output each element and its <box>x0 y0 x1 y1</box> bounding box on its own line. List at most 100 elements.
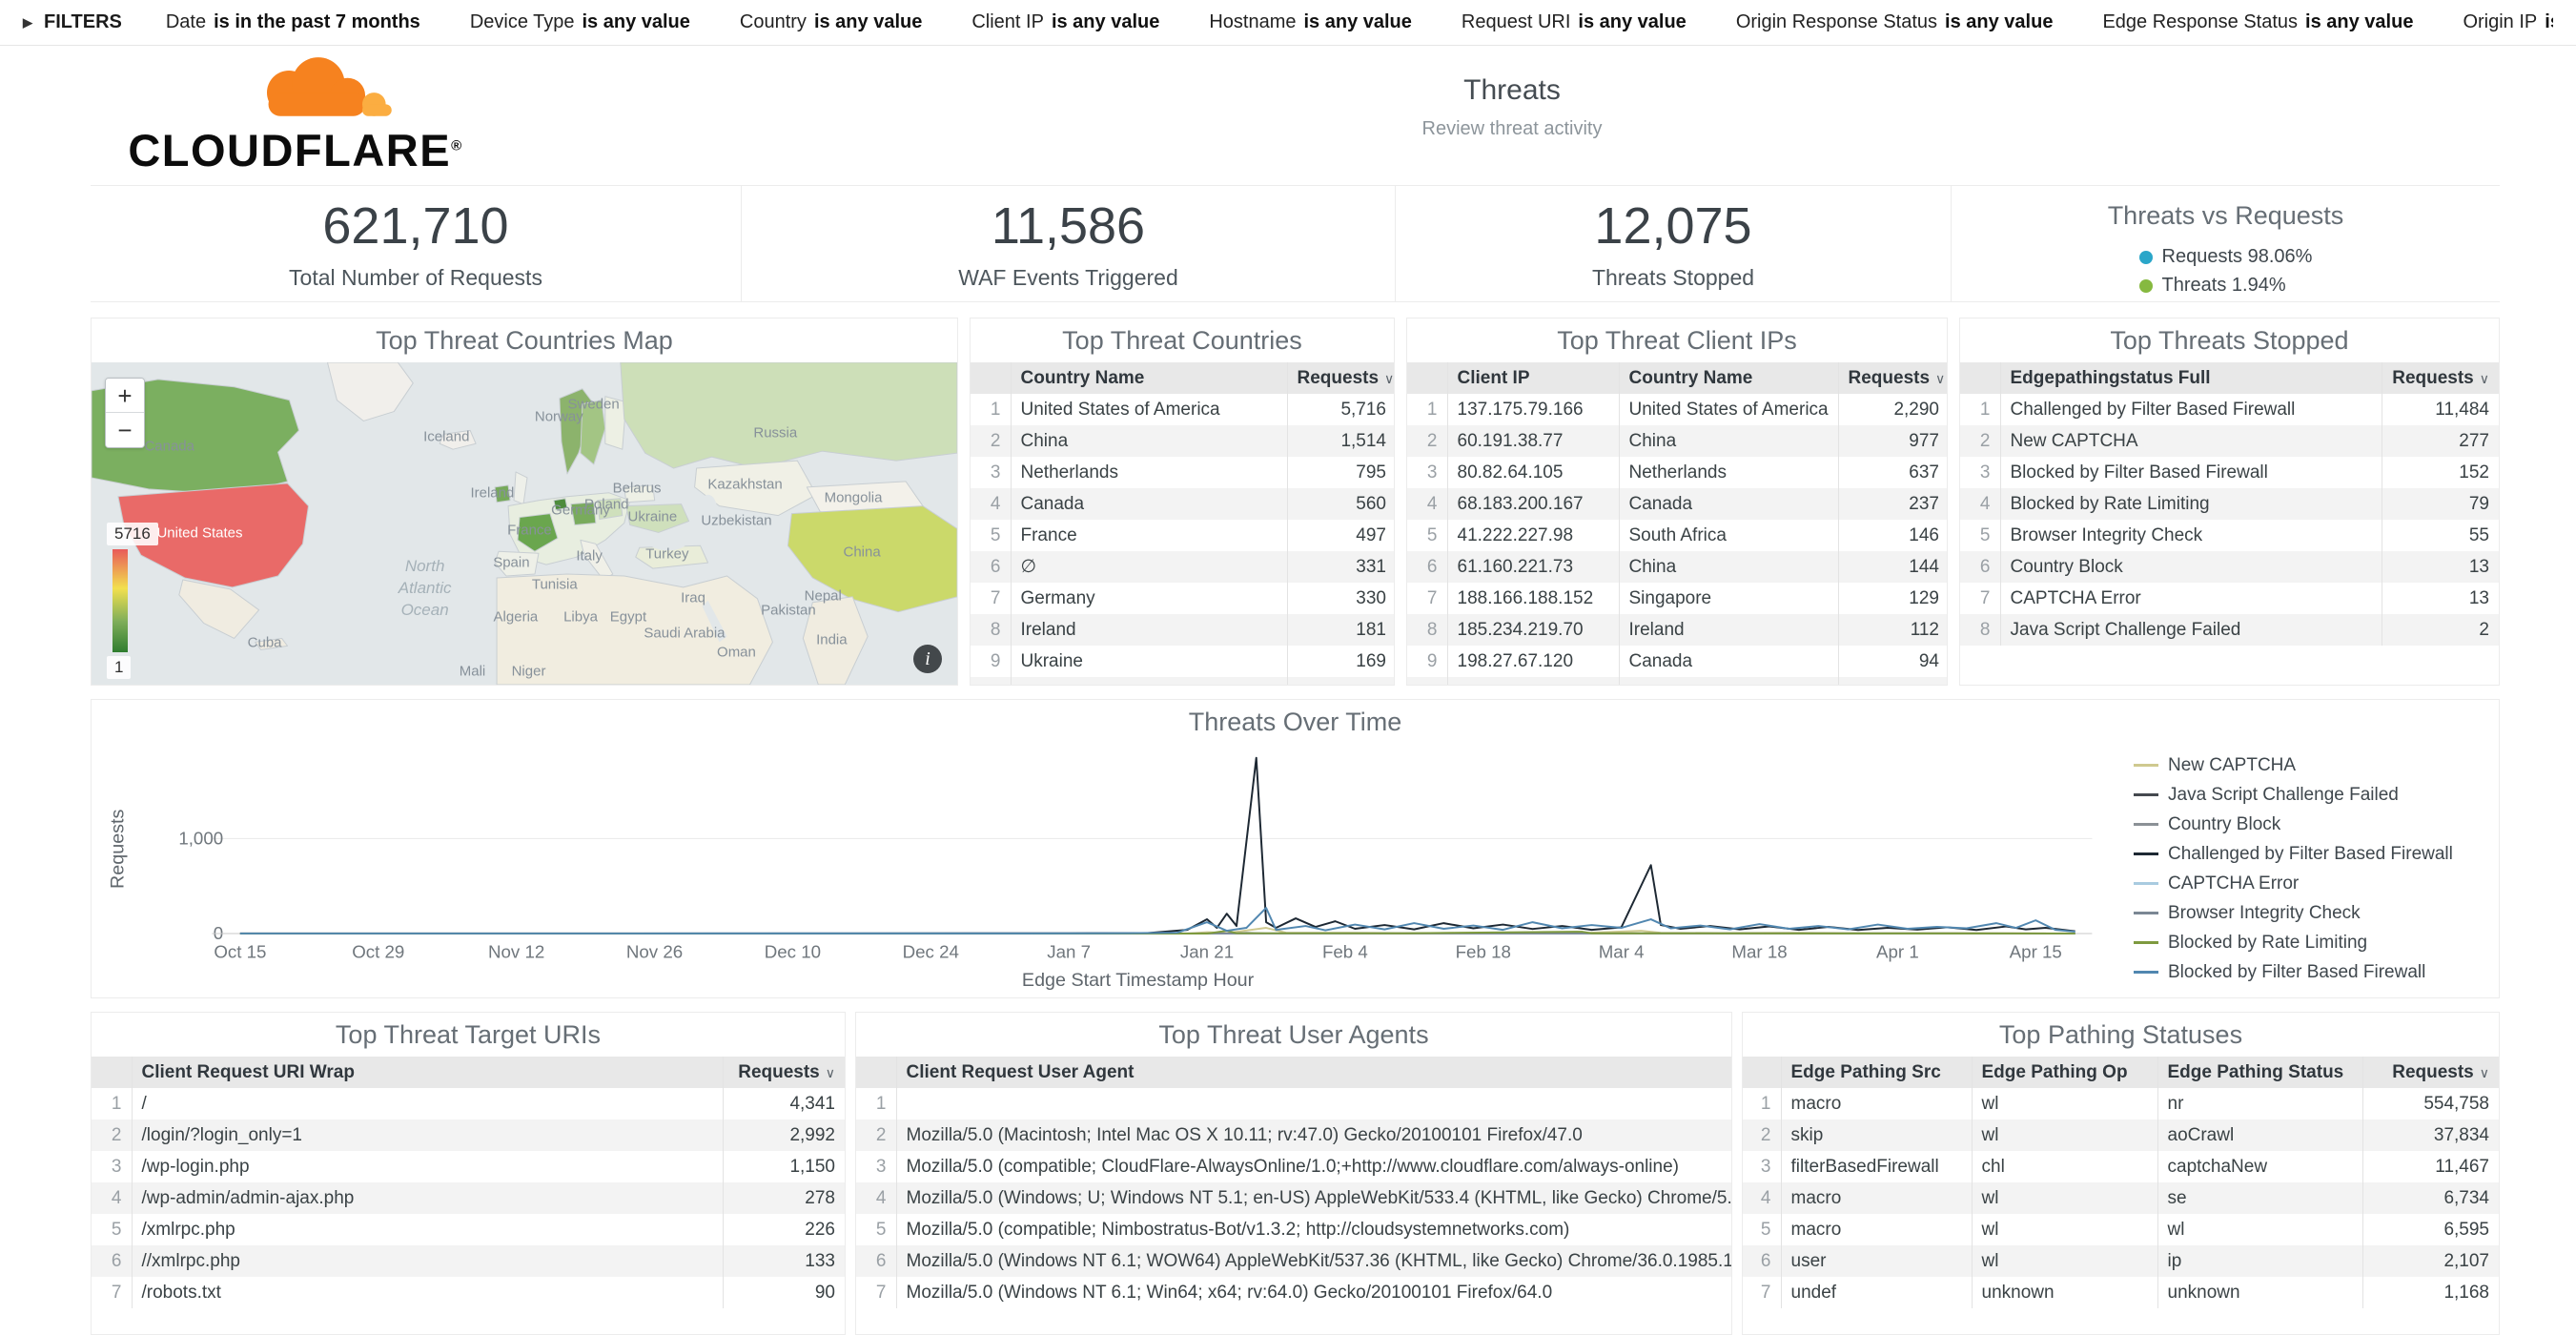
row-number: 1 <box>1979 399 1991 420</box>
table-row[interactable]: 7/robots.txt 90 <box>92 1277 845 1308</box>
column-header[interactable]: Edge Pathing Src <box>1780 1057 1972 1088</box>
table-row[interactable]: 2 skip wl aoCrawl 37,834 <box>1743 1119 2499 1151</box>
table-row[interactable]: 5/xmlrpc.php 226 <box>92 1214 845 1245</box>
table-row[interactable]: 2 60.191.38.77 China 977 <box>1407 425 1947 457</box>
table-row[interactable]: 6 //xmlrpc.php 133 <box>92 1245 845 1277</box>
table-row[interactable]: 6 ∅ 331 <box>971 551 1394 583</box>
column-header[interactable]: Edgepathingstatus Full <box>1999 362 2382 394</box>
table-row[interactable]: 3 Blocked by Filter Based Firewall 152 <box>1960 457 2499 488</box>
kpi-label: Threats Stopped <box>1591 265 1755 290</box>
legend-item[interactable]: Challenged by Filter Based Firewall <box>2134 844 2491 865</box>
table-row[interactable]: 5 41.222.227.98 South Africa 146 <box>1407 520 1947 551</box>
cell: 158 <box>1286 677 1394 685</box>
table-row[interactable]: 7 CAPTCHA Error 13 <box>1960 583 2499 614</box>
table-row[interactable]: 4 Canada 560 <box>971 488 1394 520</box>
table-row[interactable]: 7 Mozilla/5.0 (Windows NT 6.1; Win64; x64… <box>856 1277 1731 1308</box>
table-row[interactable]: 4 68.183.200.167 Canada 237 <box>1407 488 1947 520</box>
legend-item[interactable]: New CAPTCHA <box>2134 755 2491 776</box>
column-header[interactable]: Requests ∨ <box>2361 1057 2499 1088</box>
filter-chip[interactable]: Origin IP is any value <box>2463 11 2553 33</box>
table-row[interactable]: 6 user wl ip 2,107 <box>1743 1245 2499 1277</box>
column-header[interactable]: Requests ∨ <box>2381 362 2499 394</box>
table-row[interactable]: 5 Browser Integrity Check 55 <box>1960 520 2499 551</box>
column-header[interactable]: Edge Pathing Op <box>1971 1057 2157 1088</box>
table-row[interactable]: 9 198.27.67.120 Canada 94 <box>1407 646 1947 677</box>
table-row[interactable]: 5 France 497 <box>971 520 1394 551</box>
filter-chip[interactable]: Request URI is any value <box>1462 11 1687 33</box>
table-row[interactable]: 1 Challenged by Filter Based Firewall 11,4… <box>1960 394 2499 425</box>
cell: /login/?login_only=1 <box>131 1119 723 1151</box>
table-row[interactable]: 3 Netherlands 795 <box>971 457 1394 488</box>
zoom-out-button[interactable]: − <box>106 413 144 447</box>
legend-item[interactable]: Java Script Challenge Failed <box>2134 785 2491 806</box>
table-row[interactable]: 4 macro wl se 6,734 <box>1743 1182 2499 1214</box>
table-row[interactable]: 1061.160.247.137China88 <box>1407 677 1947 685</box>
table-row[interactable]: 1 United States of America 5,716 <box>971 394 1394 425</box>
table-row[interactable]: 2 China 1,514 <box>971 425 1394 457</box>
table-row[interactable]: 4 Blocked by Rate Limiting 79 <box>1960 488 2499 520</box>
column-header[interactable]: Country Name <box>1618 362 1838 394</box>
filter-chip[interactable]: Edge Response Status is any value <box>2102 11 2413 33</box>
legend-item[interactable]: Threats 1.94% <box>2138 275 2286 297</box>
column-header[interactable]: Requests ∨ <box>1837 362 1947 394</box>
filter-chip[interactable]: Device Type is any value <box>470 11 690 33</box>
column-header[interactable]: Client IP <box>1446 362 1619 394</box>
tile-title: Threats Over Time <box>1188 708 1402 736</box>
filter-chip[interactable]: Hostname is any value <box>1209 11 1412 33</box>
filter-chip[interactable]: Country is any value <box>740 11 922 33</box>
table-row[interactable]: 1 /4,341 <box>92 1088 845 1119</box>
table-row[interactable]: 8 Ireland 181 <box>971 614 1394 646</box>
table-row[interactable]: 6 Mozilla/5.0 (Windows NT 6.1; WOW64) App… <box>856 1245 1731 1277</box>
map-attribution-button[interactable]: i <box>913 645 942 673</box>
threats-over-time-svg[interactable]: 0 1,000 Oct 15 Oct 29 Nov 12 Nov 26 Dec 10 Dec … <box>99 744 2120 994</box>
filter-chip[interactable]: Date is in the past 7 months <box>166 11 420 33</box>
table-row[interactable]: 5 macro wl wl 6,595 <box>1743 1214 2499 1245</box>
table-row[interactable]: 6 Country Block 13 <box>1960 551 2499 583</box>
legend-item[interactable]: Blocked by Rate Limiting <box>2134 933 2491 954</box>
column-header[interactable]: Requests ∨ <box>722 1057 845 1088</box>
legend-item[interactable]: Blocked by Filter Based Firewall <box>2134 962 2491 983</box>
legend-item[interactable]: Browser Integrity Check <box>2134 903 2491 924</box>
table-row[interactable]: 4/wp-admin/admin-ajax.php 278 <box>92 1182 845 1214</box>
world-map[interactable]: Canada United States Cuba Iceland Ireland Nor… <box>92 362 957 685</box>
filter-chip[interactable]: Client IP is any value <box>971 11 1159 33</box>
table-row[interactable]: 10Singapore158 <box>971 677 1394 685</box>
table-row[interactable]: 2 New CAPTCHA 277 <box>1960 425 2499 457</box>
table-row[interactable]: 7 188.166.188.152 Singapore 129 <box>1407 583 1947 614</box>
cloudflare-wordmark: CLOUDFLARE® <box>128 125 463 175</box>
column-header[interactable]: Client Request URI Wrap <box>131 1057 723 1088</box>
filter-chip[interactable]: Origin Response Status is any value <box>1736 11 2054 33</box>
cell: United States of America <box>1010 394 1287 425</box>
table-row[interactable]: 4 Mozilla/5.0 (Windows; U; Windows NT 5.1… <box>856 1182 1731 1214</box>
table-row[interactable]: 7 undef unknown unknown 1,168 <box>1743 1277 2499 1308</box>
table-row[interactable]: 2 Mozilla/5.0 (Macintosh; Intel Mac OS X … <box>856 1119 1731 1151</box>
legend-item[interactable]: CAPTCHA Error <box>2134 873 2491 894</box>
table-row[interactable]: 1 <box>856 1088 1731 1119</box>
column-header[interactable]: Requests ∨ <box>1286 362 1394 394</box>
table-row[interactable]: 3 filterBasedFirewall chl captchaNew 11,467 <box>1743 1151 2499 1182</box>
row-number: 7 <box>1760 1282 1771 1303</box>
cell: Country Block <box>1999 551 2382 583</box>
column-header[interactable]: Edge Pathing Status <box>2157 1057 2362 1088</box>
table-row[interactable]: 7 Germany 330 <box>971 583 1394 614</box>
zoom-in-button[interactable]: + <box>106 379 144 413</box>
legend-item[interactable]: Requests 98.06% <box>2138 246 2312 268</box>
table-row[interactable]: 1 macro wl nr 554,758 <box>1743 1088 2499 1119</box>
table-row[interactable]: 8 185.234.219.70 Ireland 112 <box>1407 614 1947 646</box>
table-row[interactable]: 3/wp-login.php 1,150 <box>92 1151 845 1182</box>
row-number: 2 <box>990 430 1001 451</box>
filters-toggle[interactable]: ▶ FILTERS <box>23 11 122 33</box>
table-row[interactable]: 8 Java Script Challenge Failed 2 <box>1960 614 2499 646</box>
table-row[interactable]: 2/login/?login_only=1 2,992 <box>92 1119 845 1151</box>
table-row[interactable]: 3 80.82.64.105 Netherlands 637 <box>1407 457 1947 488</box>
table-row[interactable]: 5 Mozilla/5.0 (compatible; Nimbostratus-B… <box>856 1214 1731 1245</box>
table-row[interactable]: 9 Ukraine 169 <box>971 646 1394 677</box>
table-row[interactable]: 1 137.175.79.166 United States of America 2… <box>1407 394 1947 425</box>
column-header[interactable]: Country Name <box>1010 362 1287 394</box>
table-row[interactable]: 6 61.160.221.73 China 144 <box>1407 551 1947 583</box>
table-row[interactable]: 3 Mozilla/5.0 (compatible; CloudFlare-Alw… <box>856 1151 1731 1182</box>
row-number: 7 <box>875 1282 887 1303</box>
svg-text:Dec 24: Dec 24 <box>903 942 959 962</box>
legend-item[interactable]: Country Block <box>2134 814 2491 835</box>
column-header[interactable]: Client Request User Agent <box>895 1057 1731 1088</box>
